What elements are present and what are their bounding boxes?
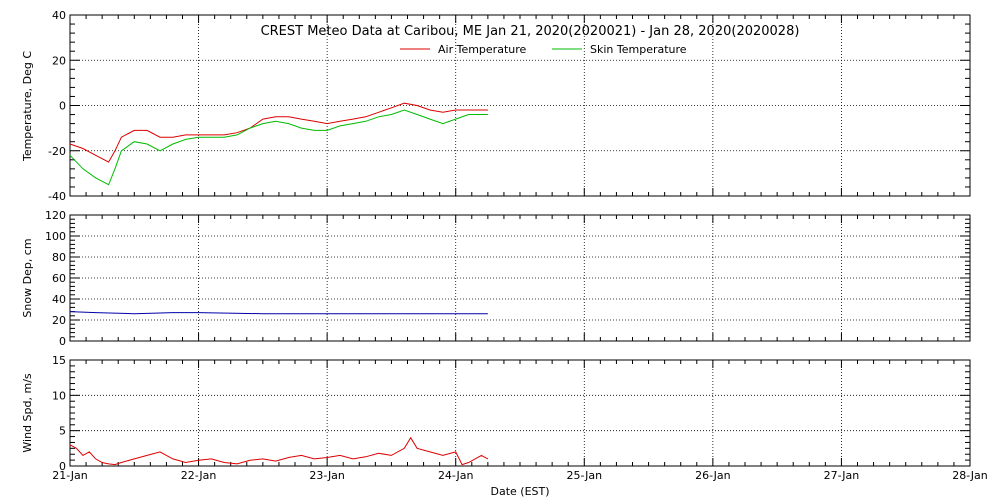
x-axis-label: Date (EST) (490, 485, 549, 498)
snow-series-line-0 (69, 311, 488, 315)
temperature-ytick-label: 40 (52, 9, 66, 22)
x-tick-label: 26-Jan (695, 469, 731, 482)
x-tick-label: 22-Jan (181, 469, 217, 482)
snow-ytick-label: 120 (45, 209, 66, 222)
temperature-series-line-1 (69, 109, 488, 186)
wind-ytick-label: 10 (52, 389, 66, 402)
wind-axis-label: Wind Spd, m/s (21, 373, 34, 453)
legend-skin-label: Skin Temperature (590, 43, 687, 56)
snow-axis-label: Snow Dep, cm (21, 238, 34, 317)
snow-ytick-label: 20 (52, 314, 66, 327)
snow-ytick-label: 80 (52, 251, 66, 264)
x-tick-label: 23-Jan (309, 469, 345, 482)
x-tick-label: 28-Jan (952, 469, 988, 482)
legend-air-label: Air Temperature (438, 43, 527, 56)
wind-ytick-label: 15 (52, 354, 66, 367)
snow-ytick-label: 60 (52, 272, 66, 285)
wind-ytick-label: 5 (59, 425, 66, 438)
x-tick-label: 27-Jan (824, 469, 860, 482)
chart-title: CREST Meteo Data at Caribou, ME Jan 21, … (261, 24, 800, 39)
temperature-ytick-label: 0 (59, 100, 66, 113)
x-tick-label: 24-Jan (438, 469, 474, 482)
snow-ytick-label: 100 (45, 230, 66, 243)
legend: Air Temperature Skin Temperature (400, 43, 687, 56)
temperature-ytick-label: -40 (48, 190, 66, 203)
temperature-ytick-label: -20 (48, 145, 66, 158)
temperature-ytick-label: 20 (52, 54, 66, 67)
snow-ytick-label: 40 (52, 293, 66, 306)
temperature-series-line-0 (69, 102, 488, 163)
snow-ytick-label: 0 (59, 335, 66, 348)
x-tick-label: 21-Jan (52, 469, 88, 482)
wind-ytick-label: 0 (59, 460, 66, 473)
temperature-axis-label: Temperature, Deg C (21, 51, 34, 162)
wind-series-line-0 (69, 436, 489, 466)
x-tick-label: 25-Jan (567, 469, 603, 482)
chart-marks: -40 -20 0 20 40 0 20 40 60 80 100 120 0 5 10 15 21-Jan 22… (45, 9, 988, 482)
wind-panel-frame (69, 359, 971, 467)
